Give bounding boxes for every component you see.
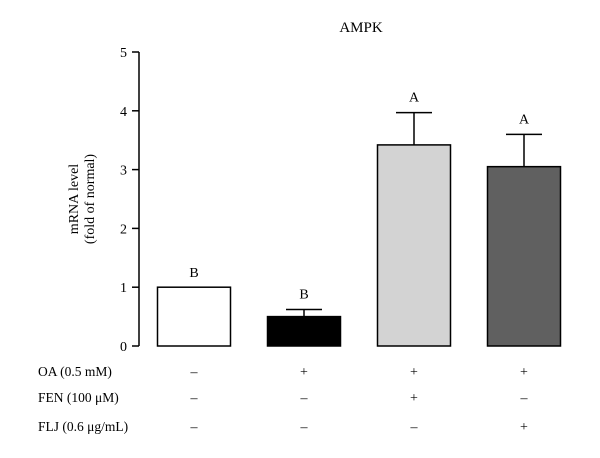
treatment-sign: – (190, 391, 199, 406)
treatment-sign: + (520, 420, 528, 435)
treatment-sign: – (520, 391, 529, 406)
bar-3 (376, 144, 452, 347)
bars: B B A A (156, 91, 562, 347)
treatment-sign: – (300, 420, 309, 435)
y-tick-label: 0 (120, 340, 127, 355)
y-axis-label-line-1: mRNA level (67, 164, 82, 234)
significance-letter-3: A (409, 91, 420, 106)
significance-letter-4: A (519, 112, 530, 127)
bar-4 (486, 165, 562, 347)
y-tick-label: 1 (120, 281, 127, 296)
treatment-sign: – (190, 420, 199, 435)
treatment-label-3: FLJ (0.6 μg/mL) (38, 419, 128, 434)
treatment-sign: + (520, 365, 528, 380)
chart-title: AMPK (339, 20, 383, 36)
y-tick-label: 2 (120, 222, 127, 237)
treatment-sign: – (300, 391, 309, 406)
bar-2 (266, 315, 342, 347)
treatment-sign: – (190, 365, 199, 380)
treatment-label-1: OA (0.5 mM) (38, 364, 112, 379)
treatment-sign: – (410, 420, 419, 435)
treatment-table: OA (0.5 mM) – + + + FEN (100 μM) – – + – FLJ (0.6 … (38, 364, 529, 435)
treatment-sign: + (300, 365, 308, 380)
y-tick-label: 5 (120, 46, 127, 61)
bar-1 (156, 286, 232, 347)
treatment-sign: + (410, 391, 418, 406)
y-axis-label: mRNA level (fold of normal) (67, 154, 98, 245)
y-ticks: 0 1 2 3 4 5 (120, 46, 139, 355)
significance-letter-2: B (299, 288, 308, 303)
y-tick-label: 3 (120, 164, 127, 179)
significance-letter-1: B (189, 266, 198, 281)
y-axis-label-line-2: (fold of normal) (83, 154, 98, 245)
treatment-label-2: FEN (100 μM) (38, 390, 119, 405)
y-tick-label: 4 (120, 105, 127, 120)
treatment-sign: + (410, 365, 418, 380)
